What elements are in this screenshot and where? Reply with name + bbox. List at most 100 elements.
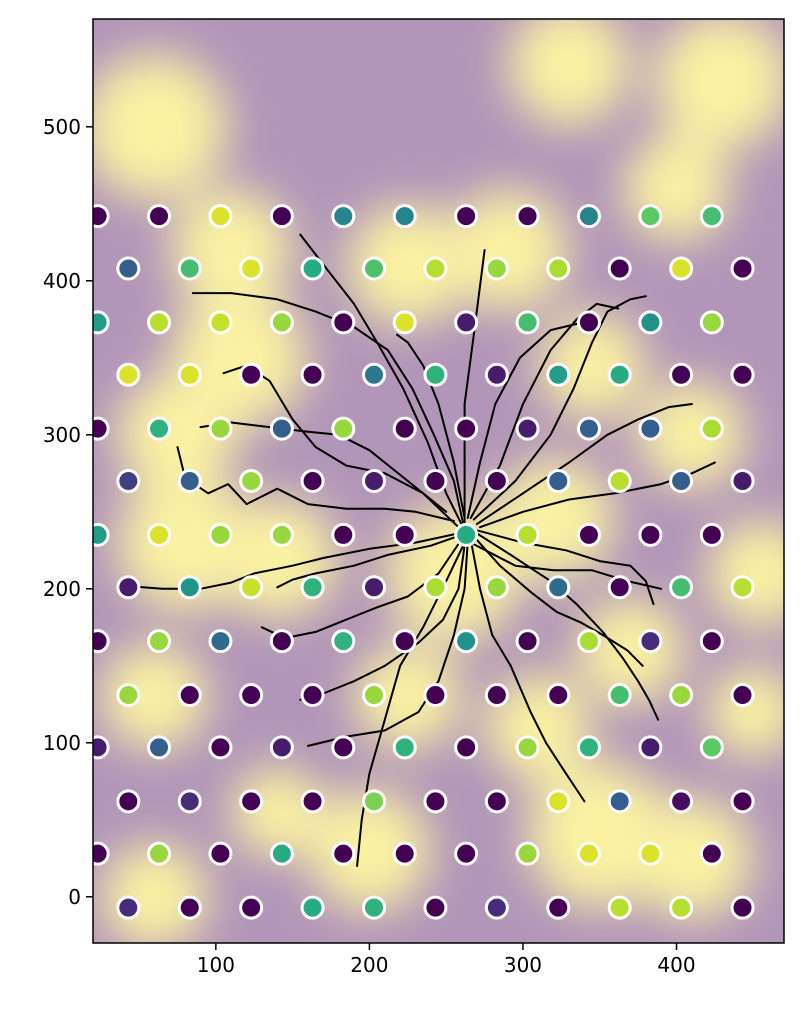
grid-point bbox=[116, 575, 141, 600]
grid-point bbox=[423, 256, 448, 281]
grid-point bbox=[208, 522, 233, 547]
grid-point bbox=[93, 522, 110, 547]
y-tick-label: 100 bbox=[43, 731, 81, 755]
grid-point bbox=[331, 841, 356, 866]
grid-point bbox=[730, 256, 755, 281]
grid-point bbox=[454, 841, 479, 866]
grid-point bbox=[362, 895, 387, 920]
grid-point bbox=[208, 629, 233, 654]
grid-point bbox=[392, 735, 417, 760]
grid-point bbox=[546, 575, 571, 600]
grid-point bbox=[699, 629, 724, 654]
grid-point bbox=[699, 310, 724, 335]
grid-point bbox=[177, 789, 202, 814]
neuron-trace bbox=[479, 461, 716, 529]
heatmap-core bbox=[113, 86, 195, 168]
grid-point bbox=[177, 575, 202, 600]
grid-point bbox=[515, 841, 540, 866]
grid-point bbox=[362, 469, 387, 493]
heatmap-core bbox=[251, 786, 303, 838]
heatmap-layer bbox=[93, 19, 784, 943]
y-tick-label: 500 bbox=[43, 115, 81, 139]
grid-point bbox=[269, 416, 294, 441]
heatmap-core bbox=[124, 667, 184, 727]
grid-point bbox=[392, 416, 417, 441]
neuron-trace bbox=[299, 544, 466, 701]
neuron-trace bbox=[469, 538, 586, 803]
grid-point bbox=[546, 362, 571, 387]
grid-point bbox=[269, 522, 294, 547]
grid-point bbox=[454, 416, 479, 441]
plot-area bbox=[93, 19, 784, 943]
heatmap-core bbox=[243, 524, 312, 592]
grid-point bbox=[177, 469, 202, 493]
grid-point bbox=[392, 522, 417, 547]
grid-point bbox=[607, 256, 632, 281]
grid-point bbox=[93, 629, 110, 654]
grid-point bbox=[269, 310, 294, 335]
grid-point bbox=[300, 469, 325, 493]
heatmap-core bbox=[535, 31, 603, 99]
grid-point bbox=[484, 683, 509, 708]
grid-point bbox=[392, 841, 417, 866]
neuron-trace bbox=[469, 302, 620, 519]
neuron-trace bbox=[469, 541, 663, 590]
grid-point bbox=[116, 683, 141, 708]
grid-point bbox=[730, 362, 755, 387]
grid-point bbox=[147, 735, 172, 760]
grid-point bbox=[239, 683, 264, 708]
grid-point bbox=[730, 789, 755, 814]
grid-point bbox=[300, 789, 325, 814]
grid-point bbox=[484, 789, 509, 814]
grid-point bbox=[484, 469, 509, 493]
grid-point bbox=[362, 789, 387, 814]
grid-point bbox=[423, 575, 448, 600]
neuron-trace bbox=[475, 403, 693, 526]
grid-point bbox=[208, 416, 233, 441]
grid-point bbox=[208, 841, 233, 866]
grid-point bbox=[362, 256, 387, 281]
grid-point bbox=[116, 895, 141, 920]
grid-point bbox=[484, 362, 509, 387]
grid-point bbox=[177, 683, 202, 708]
grid-point bbox=[515, 522, 540, 547]
grid-point bbox=[331, 629, 356, 654]
grid-point bbox=[362, 362, 387, 387]
grid-point bbox=[576, 735, 601, 760]
grid-point bbox=[515, 416, 540, 441]
neuron-trace bbox=[463, 249, 486, 532]
grid-point bbox=[239, 895, 264, 920]
grid-point bbox=[576, 522, 601, 547]
grid-point bbox=[93, 204, 110, 229]
grid-point bbox=[239, 789, 264, 814]
grid-point bbox=[669, 575, 694, 600]
grid-point bbox=[423, 895, 448, 920]
grid-point bbox=[300, 895, 325, 920]
grid-point bbox=[392, 629, 417, 654]
grid-dot-layer bbox=[93, 204, 755, 920]
grid-point bbox=[576, 629, 601, 654]
neuron-trace bbox=[475, 532, 660, 721]
grid-point bbox=[669, 256, 694, 281]
grid-point bbox=[669, 683, 694, 708]
neuron-trace bbox=[466, 322, 578, 519]
grid-point bbox=[515, 204, 540, 229]
grid-point bbox=[116, 256, 141, 281]
grid-point bbox=[607, 895, 632, 920]
grid-point bbox=[147, 841, 172, 866]
grid-point bbox=[669, 789, 694, 814]
grid-point bbox=[484, 895, 509, 920]
heatmap-core bbox=[378, 667, 438, 727]
x-tick-label: 300 bbox=[504, 953, 542, 977]
grid-point bbox=[177, 256, 202, 281]
grid-point bbox=[423, 469, 448, 493]
grid-point bbox=[147, 416, 172, 441]
grid-point bbox=[607, 362, 632, 387]
grid-point bbox=[546, 683, 571, 708]
grid-point bbox=[93, 416, 110, 441]
grid-point bbox=[208, 310, 233, 335]
grid-point bbox=[208, 204, 233, 229]
y-tick-label: 400 bbox=[43, 269, 81, 293]
neuron-trace bbox=[199, 421, 448, 513]
